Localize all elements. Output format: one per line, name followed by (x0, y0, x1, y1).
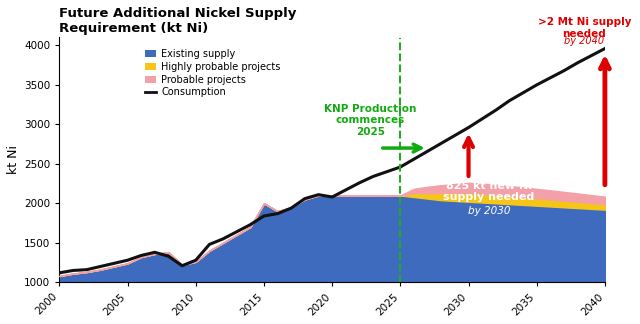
Y-axis label: kt Ni: kt Ni (7, 145, 20, 174)
Text: 825 kt new Ni
supply needed: 825 kt new Ni supply needed (444, 181, 534, 202)
Text: Future Additional Nickel Supply
Requirement (kt Ni): Future Additional Nickel Supply Requirem… (60, 7, 297, 35)
Text: KNP Production
commences
2025: KNP Production commences 2025 (324, 104, 417, 137)
Text: >2 Mt Ni supply
needed: >2 Mt Ni supply needed (538, 17, 631, 39)
Text: by 2040: by 2040 (564, 36, 605, 46)
Text: by 2030: by 2030 (468, 206, 510, 216)
Legend: Existing supply, Highly probable projects, Probable projects, Consumption: Existing supply, Highly probable project… (141, 45, 284, 101)
